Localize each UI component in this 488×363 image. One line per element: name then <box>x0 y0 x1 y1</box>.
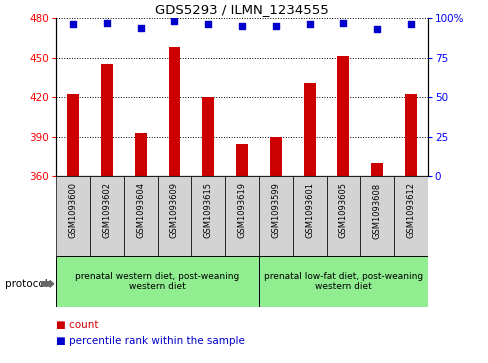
Bar <box>360 176 393 256</box>
Bar <box>123 176 157 256</box>
Bar <box>337 56 348 176</box>
Text: GSM1093619: GSM1093619 <box>237 183 246 238</box>
Text: GSM1093615: GSM1093615 <box>203 183 212 238</box>
Bar <box>67 94 79 176</box>
Text: prenatal low-fat diet, post-weaning
western diet: prenatal low-fat diet, post-weaning west… <box>264 272 422 291</box>
Bar <box>326 176 360 256</box>
Bar <box>90 176 123 256</box>
Text: GSM1093601: GSM1093601 <box>305 183 313 238</box>
Text: GSM1093600: GSM1093600 <box>68 183 78 238</box>
Text: ■ count: ■ count <box>56 320 99 330</box>
Point <box>69 21 77 27</box>
Text: GSM1093608: GSM1093608 <box>372 183 381 238</box>
Text: prenatal western diet, post-weaning
western diet: prenatal western diet, post-weaning west… <box>75 272 239 291</box>
Point <box>406 21 414 27</box>
Bar <box>157 176 191 256</box>
Point <box>204 21 212 27</box>
Bar <box>56 256 259 307</box>
Point <box>238 23 245 29</box>
Bar <box>224 176 259 256</box>
Title: GDS5293 / ILMN_1234555: GDS5293 / ILMN_1234555 <box>155 3 328 16</box>
Text: protocol: protocol <box>5 279 47 289</box>
Text: GSM1093612: GSM1093612 <box>406 183 415 238</box>
Bar <box>101 64 113 176</box>
Bar <box>202 97 214 176</box>
Bar <box>269 136 281 176</box>
Point <box>305 21 313 27</box>
Point <box>103 20 111 26</box>
Text: GSM1093604: GSM1093604 <box>136 183 145 238</box>
Bar <box>56 176 90 256</box>
Text: GSM1093605: GSM1093605 <box>338 183 347 238</box>
Point <box>339 20 346 26</box>
Bar <box>292 176 326 256</box>
Point <box>170 19 178 24</box>
Bar <box>404 94 416 176</box>
Text: GSM1093609: GSM1093609 <box>170 183 179 238</box>
Text: ■ percentile rank within the sample: ■ percentile rank within the sample <box>56 336 244 346</box>
Bar <box>236 144 247 176</box>
Bar <box>393 176 427 256</box>
Bar <box>135 132 146 176</box>
Text: GSM1093599: GSM1093599 <box>271 183 280 238</box>
Bar <box>259 176 292 256</box>
Bar <box>370 163 382 176</box>
Bar <box>191 176 224 256</box>
Point <box>372 26 380 32</box>
Bar <box>259 256 427 307</box>
Point <box>271 23 279 29</box>
Bar <box>303 83 315 176</box>
Point <box>137 25 144 30</box>
Text: GSM1093602: GSM1093602 <box>102 183 111 238</box>
Bar <box>168 47 180 176</box>
